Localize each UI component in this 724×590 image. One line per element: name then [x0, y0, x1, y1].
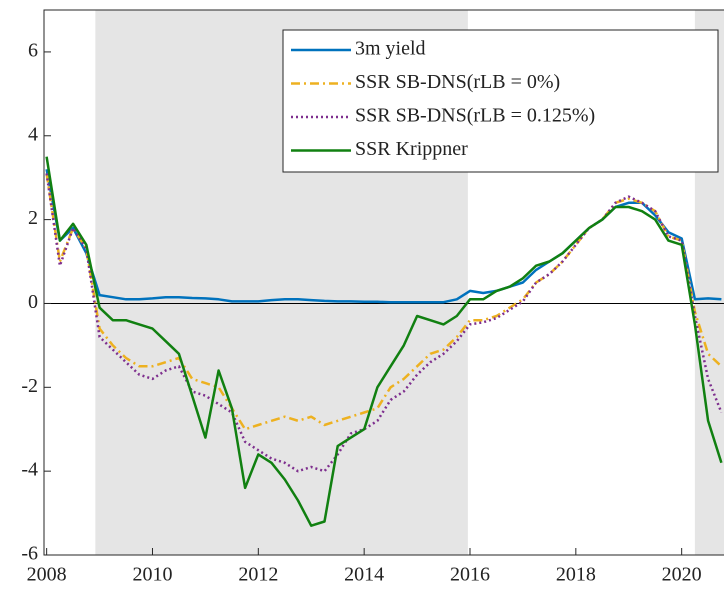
y-tick-label: -6: [21, 543, 38, 565]
x-tick-label: 2016: [450, 564, 490, 586]
axes: -6 -4 -2 0 2 4 6 2008 2010 2012 2014 2016 2018 2020 3m…: [21, 9, 724, 586]
legend-label: SSR Krippner: [355, 138, 468, 160]
y-tick-label: 6: [28, 40, 38, 62]
y-tick-label: 2: [28, 207, 38, 229]
x-tick-label: 2020: [662, 564, 702, 586]
legend-label: 3m yield: [355, 38, 426, 60]
legend-box: [282, 29, 719, 173]
legend: 3m yield SSR SB-DNS(rLB = 0%) SSR SB-DNS(r…: [282, 29, 719, 173]
x-tick-label: 2010: [132, 564, 172, 586]
axis-frame: [43, 9, 724, 556]
x-tick-label: 2012: [238, 564, 278, 586]
y-tick-label: 0: [28, 291, 38, 313]
y-tick-label: -2: [21, 375, 38, 397]
series-line: [45, 173, 723, 473]
x-tick-label: 2008: [27, 564, 67, 586]
x-tick-label: 2014: [344, 564, 384, 586]
y-tick-label: -4: [21, 459, 38, 481]
legend-label: SSR SB-DNS(rLB = 0%): [355, 71, 560, 93]
series-line: [45, 156, 723, 527]
y-tick-label: 4: [28, 123, 38, 145]
x-tick-label: 2018: [556, 564, 596, 586]
legend-label: SSR SB-DNS(rLB = 0.125%): [355, 105, 595, 127]
